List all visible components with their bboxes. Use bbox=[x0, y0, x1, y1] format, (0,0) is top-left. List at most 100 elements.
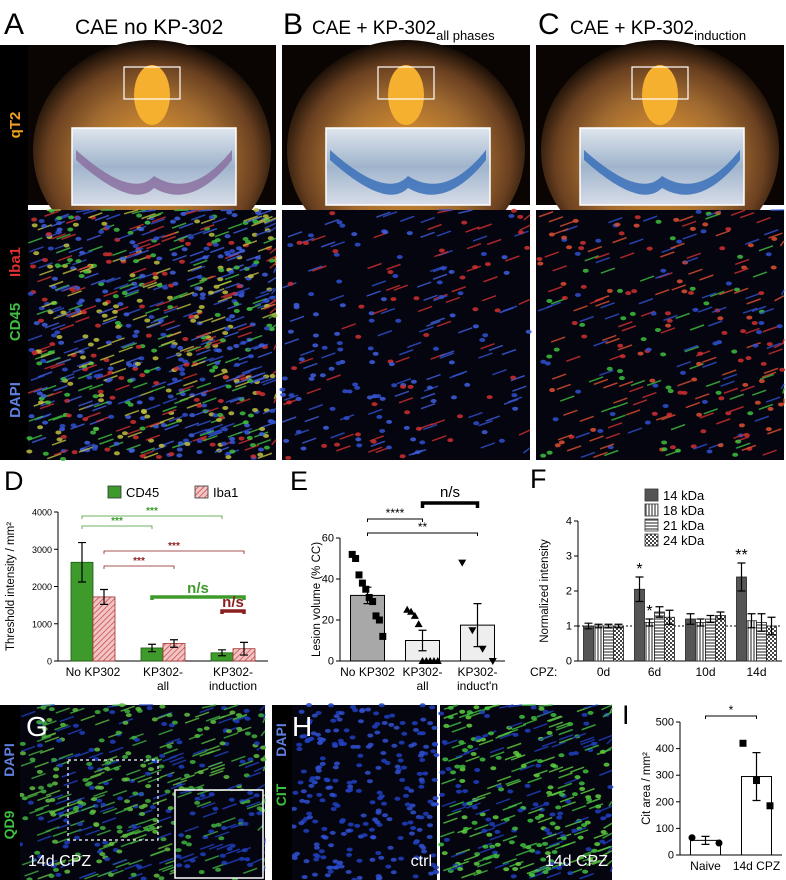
fiber bbox=[161, 235, 176, 243]
nucleus bbox=[715, 211, 722, 216]
nucleus bbox=[398, 856, 405, 861]
fiber bbox=[779, 240, 785, 247]
significance-label: n/s bbox=[222, 594, 244, 611]
fiber bbox=[564, 821, 580, 828]
nucleus bbox=[770, 265, 777, 270]
bar bbox=[613, 625, 624, 662]
nucleus bbox=[548, 861, 555, 866]
fiber bbox=[481, 294, 497, 302]
nucleus bbox=[603, 762, 610, 767]
fiber bbox=[156, 712, 172, 720]
fiber bbox=[273, 397, 277, 404]
fiber bbox=[50, 220, 66, 228]
fiber bbox=[233, 227, 248, 234]
fiber bbox=[563, 409, 578, 417]
fiber bbox=[167, 330, 182, 338]
nucleus bbox=[90, 809, 97, 814]
fiber bbox=[477, 223, 492, 230]
panel-letter: H bbox=[292, 711, 312, 742]
nucleus bbox=[73, 805, 80, 810]
nucleus bbox=[429, 705, 436, 710]
data-point bbox=[688, 834, 696, 842]
nucleus bbox=[247, 354, 254, 359]
nucleus bbox=[22, 816, 29, 821]
fiber bbox=[196, 349, 211, 356]
nucleus bbox=[595, 794, 602, 799]
fiber bbox=[605, 337, 620, 345]
nucleus bbox=[702, 222, 709, 227]
nucleus bbox=[127, 402, 134, 407]
nucleus bbox=[229, 314, 236, 319]
fiber bbox=[126, 830, 142, 837]
fiber bbox=[209, 246, 225, 254]
fiber bbox=[28, 415, 44, 422]
nucleus bbox=[546, 298, 553, 303]
fiber bbox=[448, 755, 463, 762]
fiber bbox=[385, 284, 401, 291]
fiber bbox=[507, 396, 523, 403]
fiber bbox=[43, 859, 58, 867]
fiber bbox=[214, 750, 229, 758]
fiber bbox=[594, 252, 610, 260]
fiber bbox=[36, 829, 52, 837]
fiber bbox=[519, 862, 535, 870]
nucleus bbox=[306, 720, 313, 725]
fiber bbox=[464, 747, 479, 754]
nucleus bbox=[208, 792, 215, 797]
label-strip bbox=[272, 705, 292, 880]
fiber bbox=[601, 406, 616, 413]
fiber bbox=[502, 305, 518, 312]
fiber bbox=[54, 284, 70, 291]
fiber bbox=[199, 843, 215, 851]
nucleus bbox=[94, 747, 101, 752]
nucleus bbox=[329, 792, 336, 797]
nucleus bbox=[125, 713, 132, 718]
y-tick-label: 2 bbox=[566, 586, 572, 598]
fiber bbox=[235, 287, 250, 294]
fiber bbox=[120, 341, 136, 349]
error-bar bbox=[218, 649, 226, 657]
fiber bbox=[289, 315, 305, 322]
nucleus bbox=[572, 218, 579, 223]
fiber bbox=[123, 209, 139, 215]
fiber bbox=[473, 869, 488, 877]
fiber bbox=[65, 752, 81, 760]
nucleus bbox=[226, 346, 233, 351]
nucleus bbox=[746, 315, 753, 320]
fiber bbox=[765, 396, 781, 403]
fiber bbox=[184, 825, 199, 833]
fiber bbox=[85, 829, 101, 836]
fiber bbox=[164, 424, 179, 431]
nucleus bbox=[98, 738, 105, 743]
fiber bbox=[125, 251, 141, 258]
nucleus bbox=[132, 366, 139, 371]
nucleus bbox=[725, 227, 732, 232]
nucleus bbox=[314, 775, 321, 780]
panel-title: CAE + KP-302all phases bbox=[312, 18, 495, 43]
nucleus bbox=[549, 812, 556, 817]
nucleus bbox=[317, 736, 324, 741]
nucleus bbox=[196, 403, 203, 408]
fiber bbox=[440, 831, 455, 838]
nucleus bbox=[101, 221, 108, 226]
fiber bbox=[84, 873, 99, 880]
nucleus bbox=[191, 292, 198, 297]
nucleus bbox=[373, 711, 380, 716]
nucleus bbox=[94, 842, 101, 847]
nucleus bbox=[380, 750, 387, 755]
nucleus bbox=[102, 840, 109, 845]
fiber bbox=[569, 766, 585, 773]
fiber bbox=[94, 214, 110, 222]
nucleus bbox=[71, 450, 78, 455]
title-subscript: all phases bbox=[436, 28, 495, 43]
fiber bbox=[260, 730, 266, 737]
nucleus bbox=[427, 721, 434, 726]
fiber bbox=[646, 379, 662, 387]
nucleus bbox=[87, 765, 94, 770]
nucleus bbox=[419, 757, 426, 762]
nucleus bbox=[546, 790, 553, 795]
fiber bbox=[201, 704, 217, 709]
nucleus bbox=[255, 390, 262, 395]
nucleus bbox=[139, 416, 146, 421]
fiber bbox=[151, 216, 167, 223]
